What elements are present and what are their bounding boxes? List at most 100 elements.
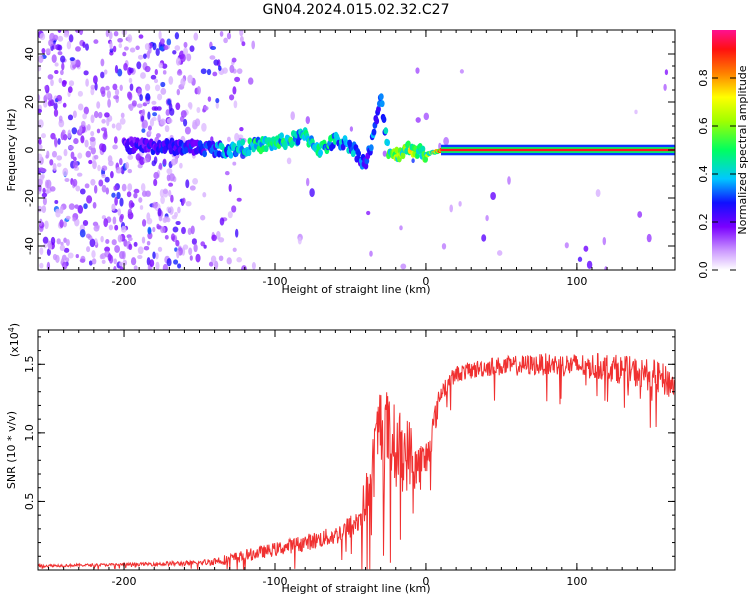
heatmap-cell xyxy=(169,173,175,182)
heatmap-cell xyxy=(68,34,74,43)
heatmap-cell xyxy=(160,81,166,88)
heatmap-cell xyxy=(170,194,174,203)
heatmap-cell xyxy=(366,210,371,216)
heatmap-cell xyxy=(153,78,159,84)
heatmap-cell xyxy=(114,224,119,231)
snr-panel: -200 -100 0 100 0.5 1.0 1.5 Height of straight… xyxy=(5,323,676,595)
heatmap-cell xyxy=(309,188,315,198)
heatmap-cell xyxy=(219,30,224,37)
heatmap-cell xyxy=(96,101,101,109)
heatmap-cell xyxy=(57,51,63,56)
heatmap-cell xyxy=(65,215,71,220)
heatmap-cell xyxy=(155,252,159,260)
heatmap-cell xyxy=(85,233,91,239)
heatmap-cell xyxy=(157,207,162,217)
heatmap-cell xyxy=(602,236,607,246)
heatmap-cell xyxy=(202,192,207,198)
heatmap-cell xyxy=(218,237,225,243)
heatmap-cell xyxy=(356,150,361,158)
heatmap-cell xyxy=(67,114,74,121)
heatmap-cell xyxy=(100,58,105,67)
heatmap-cell xyxy=(107,155,113,163)
heatmap-cell xyxy=(200,68,207,75)
heatmap-cell xyxy=(115,166,122,174)
heatmap-cell xyxy=(166,217,171,223)
heatmap-cell xyxy=(507,176,511,185)
heatmap-cell xyxy=(57,44,63,51)
heatmap-cell xyxy=(93,110,99,119)
heatmap-cell xyxy=(107,98,111,108)
heatmap-cell xyxy=(90,114,95,124)
heatmap-cell xyxy=(142,53,147,59)
heatmap-cell xyxy=(77,90,83,97)
x-tick-label: -200 xyxy=(112,575,137,588)
heatmap-cell xyxy=(137,254,143,260)
heatmap-cell xyxy=(381,116,387,123)
heatmap-cell xyxy=(76,172,83,177)
colorbar: 0.0 0.2 0.4 0.6 0.8 Normalized spectral ampl… xyxy=(697,30,749,279)
heatmap-cell xyxy=(137,246,144,255)
heatmap-cell xyxy=(112,83,118,91)
heatmap-cell xyxy=(133,265,138,270)
heatmap-cell xyxy=(180,77,186,87)
heatmap-cell xyxy=(45,92,52,99)
heatmap-cell xyxy=(68,80,75,87)
heatmap-cell xyxy=(97,164,101,172)
heatmap-cell xyxy=(111,203,116,212)
heatmap-cell xyxy=(38,94,41,102)
heatmap-cell xyxy=(62,167,69,177)
heatmap-cell xyxy=(114,88,120,96)
heatmap-cell xyxy=(62,221,67,228)
heatmap-cell xyxy=(69,57,75,62)
heatmap-cell xyxy=(206,68,212,76)
heatmap-cell xyxy=(172,50,177,55)
heatmap-cell xyxy=(142,119,148,129)
heatmap-cell xyxy=(120,112,125,119)
heatmap-cell xyxy=(232,161,237,166)
heatmap-cell xyxy=(63,148,68,157)
heatmap-cell xyxy=(374,117,380,125)
heatmap-cell xyxy=(180,53,186,63)
y-tick-label: 0 xyxy=(23,147,36,154)
heatmap-cell xyxy=(154,84,161,92)
heatmap-cell xyxy=(196,106,201,114)
heatmap-cell xyxy=(151,160,157,167)
heatmap-cell xyxy=(168,76,174,85)
heatmap-cell xyxy=(228,183,232,192)
heatmap-cell xyxy=(415,117,421,123)
heatmap-cell xyxy=(113,95,119,100)
heatmap-cell xyxy=(187,74,193,84)
heatmap-cell xyxy=(44,220,49,230)
colorbar-gradient xyxy=(712,30,736,270)
heatmap-cell xyxy=(57,30,62,33)
heatmap-cell xyxy=(224,170,230,176)
heatmap-cell xyxy=(172,226,179,233)
heatmap-cell xyxy=(213,59,219,66)
heatmap-cell xyxy=(93,39,99,44)
heatmap-cell xyxy=(47,240,52,249)
heatmap-cell xyxy=(53,108,59,117)
heatmap-cell xyxy=(166,258,172,267)
heatmap-cell xyxy=(239,30,244,37)
heatmap-cell xyxy=(218,255,224,262)
heatmap-cell xyxy=(59,205,64,215)
heatmap-cell xyxy=(212,71,218,77)
heatmap-cell xyxy=(168,182,174,187)
heatmap-cell xyxy=(251,40,256,50)
heatmap-cell xyxy=(141,109,146,116)
heatmap-cell xyxy=(51,54,57,63)
heatmap-cell xyxy=(107,253,112,262)
heatmap-cell xyxy=(93,75,98,84)
heatmap-cell xyxy=(234,228,239,238)
heatmap-cell xyxy=(160,195,165,205)
heatmap-cell xyxy=(119,117,126,125)
heatmap-cell xyxy=(485,214,489,222)
heatmap-cell xyxy=(168,147,174,155)
heatmap-cell xyxy=(42,197,47,206)
heatmap-cell xyxy=(583,245,589,252)
heatmap-cell xyxy=(119,84,123,91)
heatmap-cell xyxy=(251,262,256,270)
heatmap-cell xyxy=(223,37,228,44)
heatmap-cell xyxy=(189,255,193,261)
heatmap-cell xyxy=(65,257,70,263)
